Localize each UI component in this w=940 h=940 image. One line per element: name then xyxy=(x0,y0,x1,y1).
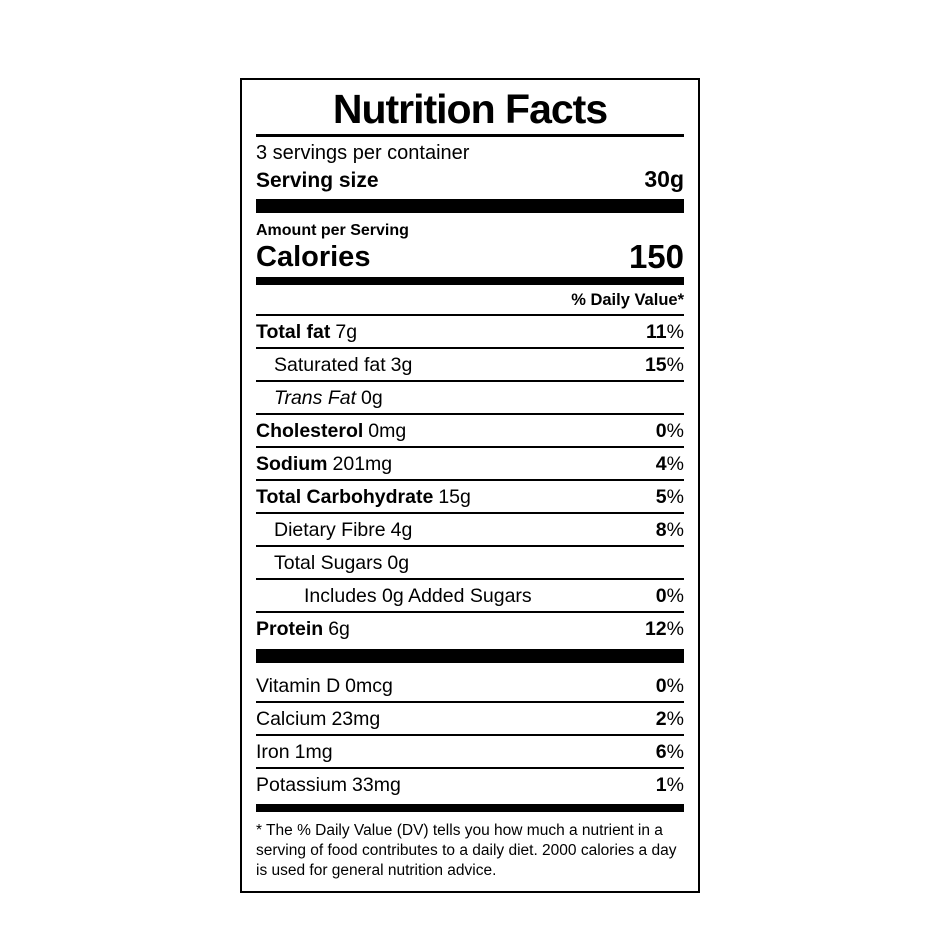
nutrient-amount: 15g xyxy=(438,486,471,508)
nutrient-amount: 0g xyxy=(387,552,410,574)
vitamin-dv: 1% xyxy=(655,774,684,796)
vitamin-amount: 33mg xyxy=(352,774,401,796)
vitamin-amount: 23mg xyxy=(331,708,381,730)
daily-value-header: % Daily Value* xyxy=(256,287,684,316)
percent-sign: % xyxy=(666,675,684,697)
nutrient-row-cholesterol: Cholesterol 0mg 0% xyxy=(256,415,684,448)
nutrient-row-sodium: Sodium 201mg 4% xyxy=(256,448,684,481)
nutrient-row-trans-fat: Trans Fat 0g xyxy=(256,382,684,415)
vitamin-amount: 1mg xyxy=(294,741,333,763)
percent-sign: % xyxy=(666,774,684,796)
vitamin-amount: 0mcg xyxy=(345,675,393,697)
vitamin-row-vitamin-d: Vitamin D 0mcg 0% xyxy=(256,670,684,703)
nutrient-dv: 5% xyxy=(655,486,684,508)
thick-divider-bar xyxy=(256,649,684,663)
percent-sign: % xyxy=(666,741,684,763)
nutrient-row-total-carbohydrate: Total Carbohydrate 15g 5% xyxy=(256,481,684,514)
vitamin-name: Potassium xyxy=(256,774,348,796)
nutrient-dv: 0% xyxy=(655,420,684,442)
percent-sign: % xyxy=(666,708,684,730)
nutrient-name: Total Carbohydrate xyxy=(256,486,434,508)
serving-size-value: 30g xyxy=(644,166,684,192)
vitamin-row-potassium: Potassium 33mg 1% xyxy=(256,769,684,800)
nutrient-row-protein: Protein 6g 12% xyxy=(256,613,684,644)
nutrient-amount: 0mg xyxy=(368,420,407,442)
nutrient-row-added-sugars: Includes 0g Added Sugars 0% xyxy=(256,580,684,613)
nutrient-amount: 201mg xyxy=(332,453,393,475)
nutrient-amount: 0g xyxy=(361,387,383,409)
thick-divider-bar xyxy=(256,199,684,213)
nutrient-dv: 4% xyxy=(655,453,684,475)
nutrient-dv: 12% xyxy=(644,618,684,640)
calories-value: 150 xyxy=(628,238,684,275)
nutrient-row-total-fat: Total fat 7g 11% xyxy=(256,316,684,349)
percent-sign: % xyxy=(666,519,684,541)
servings-per-container: 3 servings per container xyxy=(256,142,470,164)
vitamin-name: Vitamin D xyxy=(256,675,341,697)
vitamin-name: Calcium xyxy=(256,708,327,730)
percent-sign: % xyxy=(666,354,684,376)
nutrient-name: Total fat xyxy=(256,321,331,343)
vitamin-dv: 2% xyxy=(655,708,684,730)
nutrient-row-total-sugars: Total Sugars 0g xyxy=(256,547,684,580)
vitamin-name: Iron xyxy=(256,741,290,763)
nutrition-facts-label: Nutrition Facts 3 servings per container… xyxy=(240,78,700,893)
nutrient-amount: 3g xyxy=(390,354,413,376)
nutrient-amount: 6g xyxy=(328,618,350,640)
vitamin-row-calcium: Calcium 23mg 2% xyxy=(256,703,684,736)
nutrient-name: Protein xyxy=(256,618,324,640)
nutrient-dv: 15% xyxy=(644,354,684,376)
nutrient-amount: 4g xyxy=(390,519,413,541)
nutrient-row-dietary-fibre: Dietary Fibre 4g 8% xyxy=(256,514,684,547)
percent-sign: % xyxy=(666,486,684,508)
serving-size-label: Serving size xyxy=(256,169,379,192)
nutrient-dv: 11% xyxy=(646,321,684,343)
nutrient-name: Sodium xyxy=(256,453,328,475)
percent-sign: % xyxy=(666,420,684,442)
nutrient-dv: 8% xyxy=(655,519,684,541)
daily-value-footnote: * The % Daily Value (DV) tells you how m… xyxy=(256,822,677,879)
nutrient-name: Dietary Fibre xyxy=(274,519,386,541)
medium-divider-bar xyxy=(256,804,684,812)
percent-sign: % xyxy=(666,453,684,475)
vitamin-dv: 6% xyxy=(655,741,684,763)
nutrient-name: Trans Fat xyxy=(274,387,356,409)
vitamin-row-iron: Iron 1mg 6% xyxy=(256,736,684,769)
calories-label: Calories xyxy=(256,241,371,273)
calories-row: Calories 150 xyxy=(256,238,684,275)
label-title: Nutrition Facts xyxy=(332,86,608,132)
percent-sign: % xyxy=(666,585,684,607)
nutrient-name: Total Sugars xyxy=(274,552,383,574)
nutrient-dv: 0% xyxy=(655,585,684,607)
percent-sign: % xyxy=(666,618,684,640)
percent-sign: % xyxy=(666,321,684,343)
amount-per-serving-label: Amount per Serving xyxy=(256,222,409,239)
nutrient-amount: 7g xyxy=(335,321,358,343)
serving-size-row: Serving size 30g xyxy=(256,166,684,194)
nutrient-name: Includes 0g Added Sugars xyxy=(304,585,532,607)
vitamin-dv: 0% xyxy=(655,675,684,697)
title-divider xyxy=(256,134,684,137)
nutrient-row-saturated-fat: Saturated fat 3g 15% xyxy=(256,349,684,382)
nutrient-name: Cholesterol xyxy=(256,420,364,442)
nutrient-name: Saturated fat xyxy=(274,354,386,376)
medium-divider-bar xyxy=(256,277,684,285)
